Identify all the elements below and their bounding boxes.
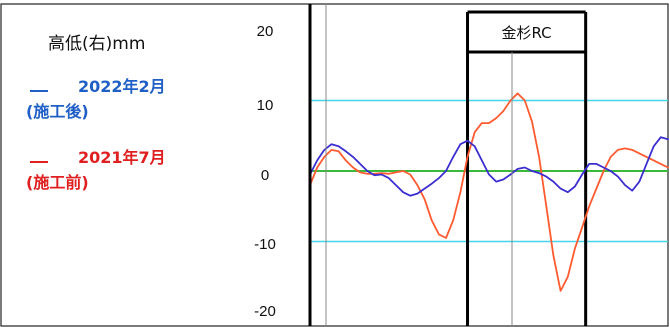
y-axis-ticks: 20 10 0 -10 -20 [254,23,276,320]
y-tick-label: -20 [254,303,276,320]
series-line-1 [309,136,669,197]
y-tick-label: -10 [254,236,276,253]
legend-note-series-2: (施工前) [26,173,89,192]
legend-note-series-1: (施工後) [26,102,89,121]
y-tick-label: 20 [257,23,274,40]
series-lines [309,92,669,292]
legend-label-series-2: 2021年7月 [78,148,166,167]
chart-frame [0,3,669,327]
series-line-2 [309,92,669,292]
legend-label-series-1: 2022年2月 [78,77,166,96]
chart-title: 高低(右)mm [48,34,145,54]
legend: 高低(右)mm 2022年2月 (施工後) 2021年7月 (施工前) [26,34,166,192]
section-label: 金杉RC [502,24,552,42]
y-tick-label: 0 [261,167,269,184]
y-tick-label: 10 [257,97,274,114]
guide-lines [310,99,668,243]
